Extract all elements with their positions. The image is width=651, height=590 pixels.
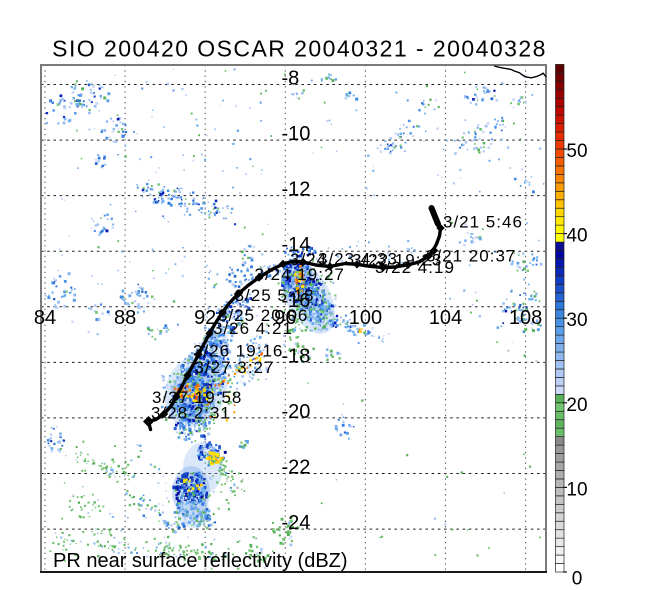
svg-text:108: 108 [509,307,542,329]
svg-text:3/28 2:31: 3/28 2:31 [151,404,231,423]
svg-text:-14: -14 [282,234,311,256]
svg-text:40: 40 [566,226,587,247]
svg-text:PR near surface reflectivity (: PR near surface reflectivity (dBZ) [53,550,348,572]
svg-text:88: 88 [114,307,136,329]
svg-text:3/26 19:16: 3/26 19:16 [193,342,283,361]
svg-text:3/23 4:33: 3/23 4:33 [318,250,398,269]
svg-text:3/21 20:37: 3/21 20:37 [426,247,516,266]
svg-text:3/25 20:06: 3/25 20:06 [218,306,308,325]
svg-text:-18: -18 [282,345,311,367]
svg-text:3/24: 3/24 [290,250,327,269]
svg-text:SIO 200420 OSCAR 20040321 - 20: SIO 200420 OSCAR 20040321 - 20040328 [52,36,547,62]
svg-text:3/22 19:23: 3/22 19:23 [352,251,442,270]
svg-text:-10: -10 [282,123,311,145]
svg-text:-16: -16 [282,290,311,312]
svg-text:-8: -8 [282,68,300,90]
svg-text:20: 20 [566,395,587,416]
svg-text:84: 84 [34,307,56,329]
svg-text:-12: -12 [282,179,311,201]
svg-text:-24: -24 [282,512,311,534]
svg-text:30: 30 [566,310,587,331]
svg-text:3/27 3:27: 3/27 3:27 [195,358,275,377]
svg-text:-20: -20 [282,401,311,423]
svg-text:3/22 4:19: 3/22 4:19 [375,258,455,277]
svg-text:3/26 4:21: 3/26 4:21 [213,319,293,338]
svg-text:92: 92 [194,307,216,329]
svg-text:-22: -22 [282,457,311,479]
svg-text:50: 50 [566,141,587,162]
svg-text:104: 104 [429,307,462,329]
svg-text:96: 96 [274,307,296,329]
svg-text:100: 100 [349,307,382,329]
svg-text:3/25 5:18: 3/25 5:18 [235,286,315,305]
svg-text:3/27 19:58: 3/27 19:58 [152,388,242,407]
svg-text:0: 0 [572,569,583,590]
svg-text:3/24 19:27: 3/24 19:27 [255,265,345,284]
svg-text:10: 10 [566,479,587,500]
svg-text:3/21 5:46: 3/21 5:46 [443,213,523,232]
